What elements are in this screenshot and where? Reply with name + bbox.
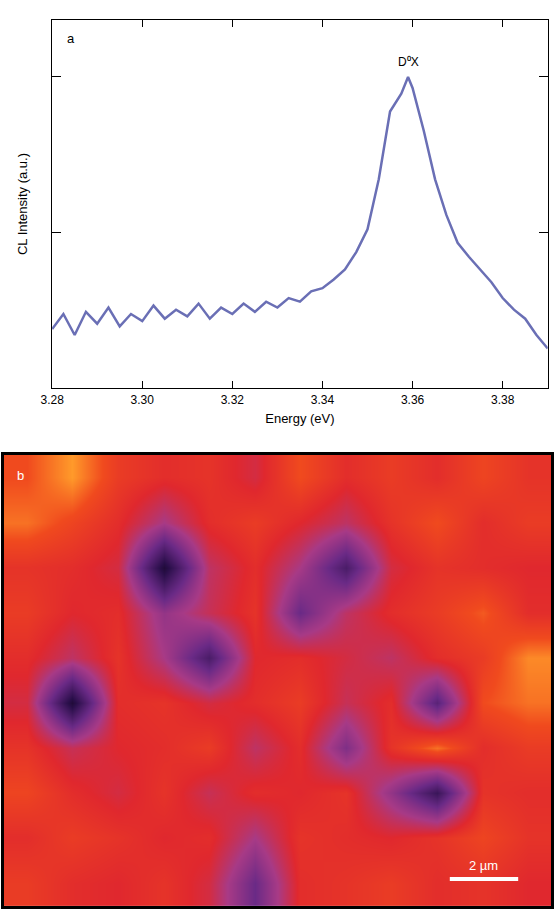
svg-text:3.30: 3.30: [131, 393, 155, 407]
svg-text:a: a: [67, 31, 75, 46]
svg-text:2 µm: 2 µm: [469, 858, 498, 873]
svg-text:CL Intensity (a.u.): CL Intensity (a.u.): [15, 153, 30, 255]
svg-text:3.34: 3.34: [311, 393, 335, 407]
svg-text:3.32: 3.32: [221, 393, 245, 407]
svg-text:3.28: 3.28: [40, 393, 64, 407]
svg-text:D⁰X: D⁰X: [398, 55, 419, 69]
svg-text:b: b: [17, 468, 24, 483]
svg-text:Energy (eV): Energy (eV): [265, 411, 334, 426]
svg-text:3.38: 3.38: [491, 393, 515, 407]
svg-text:3.36: 3.36: [401, 393, 425, 407]
